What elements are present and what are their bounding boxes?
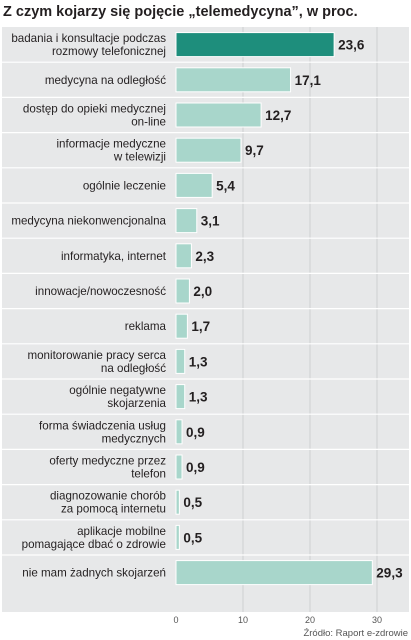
value-label: 9,7 — [245, 143, 264, 158]
value-label: 1,7 — [191, 319, 210, 334]
category-label-line: monitorowanie pracy serca — [27, 349, 166, 362]
category-label-line: w telewizji — [113, 151, 166, 164]
category-label-line: reklama — [125, 320, 167, 333]
category-label-line: medycznych — [102, 432, 166, 445]
value-label: 0,5 — [183, 530, 202, 545]
category-label-line: za pomocą internetu — [61, 503, 166, 516]
category-label: aplikacje mobilne pomagające dbać o zdrow… — [22, 525, 166, 551]
category-label: dostęp do opieki medycznej on-line — [23, 103, 166, 129]
category-label-line: aplikacje mobilne — [77, 525, 166, 538]
value-label: 5,4 — [216, 178, 235, 193]
category-label-line: badania i konsultacje podczas — [11, 32, 166, 45]
bar — [175, 67, 292, 93]
category-label-line: ogólnie negatywne — [69, 384, 166, 397]
value-label: 23,6 — [338, 38, 365, 53]
value-label: 0,5 — [183, 495, 202, 510]
category-label-line: nie mam żadnych skojarzeń — [22, 567, 166, 580]
category-label-line: informacje medyczne — [56, 138, 166, 151]
category-label: informatyka, internet — [61, 250, 167, 263]
category-label: oferty medyczne przez telefon — [49, 455, 166, 481]
category-label: medycyna na odległość — [45, 74, 166, 87]
x-tick-label: 0 — [173, 615, 178, 625]
chart-title: Z czym kojarzy się pojęcie „telemedycyna… — [3, 4, 358, 20]
category-label-line: ogólnie leczenie — [83, 179, 166, 192]
x-tick-label: 20 — [305, 615, 315, 625]
category-label-line: informatyka, internet — [61, 250, 167, 263]
category-label: ogólnie negatywne skojarzenia — [69, 384, 166, 410]
bar — [175, 208, 198, 234]
category-label-line: dostęp do opieki medycznej — [23, 103, 166, 116]
bar — [175, 172, 213, 198]
value-label: 0,9 — [186, 460, 205, 475]
value-label: 1,3 — [189, 354, 208, 369]
category-label-line: forma świadczenia usług — [39, 419, 166, 432]
category-label: medycyna niekonwencjonalna — [11, 215, 166, 228]
category-label: diagnozowanie chorób za pomocą internetu — [50, 490, 166, 516]
value-label: 29,3 — [376, 566, 403, 581]
category-label: reklama — [125, 320, 167, 333]
bar — [175, 243, 192, 269]
bar — [175, 137, 242, 163]
category-label-line: oferty medyczne przez — [49, 455, 166, 468]
category-label: forma świadczenia usług medycznych — [39, 419, 166, 445]
category-label: ogólnie leczenie — [83, 179, 166, 192]
bar — [175, 489, 180, 515]
category-label-line: diagnozowanie chorób — [50, 490, 166, 503]
category-label-line: skojarzenia — [107, 397, 166, 410]
bar — [175, 102, 262, 128]
category-label-line: pomagające dbać o zdrowie — [22, 538, 166, 551]
value-label: 2,3 — [195, 249, 214, 264]
category-label-line: medycyna niekonwencjonalna — [11, 215, 166, 228]
category-label-line: rozmowy telefonicznej — [52, 45, 166, 58]
chart-source: Źródło: Raport e-zdrowie — [303, 628, 408, 639]
bar — [175, 419, 183, 445]
value-label: 1,3 — [189, 390, 208, 405]
category-label: nie mam żadnych skojarzeń — [22, 567, 166, 580]
x-tick-label: 30 — [372, 615, 382, 625]
bar — [175, 524, 180, 550]
category-label-line: on-line — [131, 116, 166, 129]
bar — [175, 384, 186, 410]
bar — [175, 348, 186, 374]
category-label-line: na odległość — [101, 362, 166, 375]
value-label: 3,1 — [201, 214, 220, 229]
bar — [175, 454, 183, 480]
value-label: 12,7 — [265, 108, 291, 123]
bar — [175, 278, 190, 304]
category-label: innowacje/nowoczesność — [35, 285, 166, 298]
category-label: badania i konsultacje podczas rozmowy tel… — [11, 32, 166, 58]
value-label: 0,9 — [186, 425, 205, 440]
category-label-line: medycyna na odległość — [45, 74, 166, 87]
bar — [175, 313, 188, 339]
category-label-line: telefon — [131, 468, 166, 481]
bar — [175, 560, 373, 586]
bar — [175, 32, 335, 58]
category-label-line: innowacje/nowoczesność — [35, 285, 166, 298]
value-label: 17,1 — [295, 73, 322, 88]
x-tick-label: 10 — [238, 615, 248, 625]
value-label: 2,0 — [193, 284, 212, 299]
category-label: monitorowanie pracy serca na odległość — [27, 349, 166, 375]
category-label: informacje medyczne w telewizji — [56, 138, 166, 164]
